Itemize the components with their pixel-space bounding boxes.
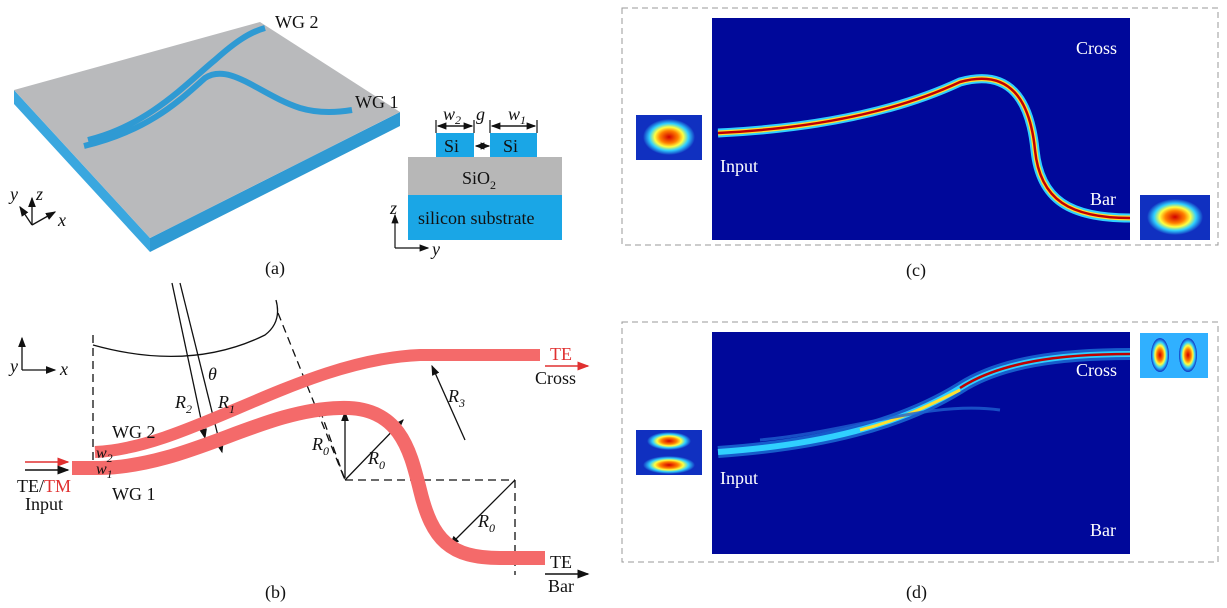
slab-top — [14, 22, 400, 238]
substrate-label: silicon substrate — [418, 208, 534, 228]
axis-y: y — [8, 184, 18, 204]
input-label: Input — [25, 494, 63, 514]
cross-mode: TE — [550, 344, 572, 364]
text: R — [447, 386, 459, 406]
text: w — [508, 104, 520, 124]
bar-label: Bar — [1090, 189, 1116, 209]
text: w — [96, 445, 107, 462]
panel-label: (b) — [265, 582, 286, 603]
bar-mode: TE — [550, 552, 572, 572]
cross-label: Cross — [535, 368, 576, 388]
input-label: Input — [720, 156, 758, 176]
wg1-label: WG 1 — [355, 92, 399, 112]
wg1-label: WG 1 — [112, 484, 156, 504]
subscript: 0 — [323, 444, 329, 458]
r0-label: R0 — [367, 448, 385, 472]
gap-label: g — [476, 104, 485, 124]
subscript: 2 — [107, 451, 113, 465]
panel-label: (c) — [906, 260, 926, 281]
bar-label: Bar — [1090, 520, 1116, 540]
text: R — [174, 392, 186, 412]
mode-spot — [647, 432, 691, 450]
r2-label: R2 — [174, 392, 192, 416]
panel-a: WG 2 WG 1 z y x Si Si SiO2 silicon subst… — [8, 12, 562, 279]
panel-label: (d) — [906, 582, 927, 603]
subscript: 3 — [458, 396, 465, 410]
si-right: Si — [503, 136, 518, 156]
mode-spot — [1179, 338, 1197, 372]
subscript: 2 — [490, 178, 496, 192]
subscript: 1 — [229, 402, 235, 416]
axis-x: x — [59, 359, 68, 379]
r0-label: R0 — [477, 511, 495, 535]
mode-profile — [1140, 333, 1208, 378]
text: R — [367, 448, 379, 468]
axis-y: y — [430, 239, 440, 259]
text: R — [477, 511, 489, 531]
text: SiO — [462, 168, 490, 188]
axis-y: y — [8, 356, 18, 376]
figure: WG 2 WG 1 z y x Si Si SiO2 silicon subst… — [0, 0, 1227, 608]
wg2-label: WG 2 — [112, 422, 156, 442]
text: w — [96, 461, 107, 478]
wg2-label: WG 2 — [275, 12, 319, 32]
text: R — [311, 434, 323, 454]
text: TE/ — [17, 476, 44, 496]
text: TM — [44, 476, 71, 496]
panel-label: (a) — [265, 258, 285, 279]
axis-z: z — [35, 184, 43, 204]
input-label: Input — [720, 468, 758, 488]
subscript: 2 — [186, 402, 192, 416]
cross-label: Cross — [1076, 38, 1117, 58]
mode-spot — [643, 119, 695, 155]
bar-label: Bar — [548, 576, 574, 596]
mode-spot — [643, 456, 695, 474]
text: w — [443, 104, 455, 124]
panel-d: Cross Input Bar (d) — [622, 322, 1218, 603]
panel-b: y x θ R2 R1 R3 R0 R0 R0 WG 2 WG 1 w2 w1 … — [8, 283, 588, 603]
input-mode: TE/TM — [17, 476, 71, 496]
si-left: Si — [444, 136, 459, 156]
theta: θ — [208, 364, 217, 384]
w2-label: w2 — [443, 104, 461, 127]
cross-label: Cross — [1076, 360, 1117, 380]
mode-spot — [1151, 338, 1169, 372]
w1-label: w1 — [508, 104, 526, 127]
panel-c: Cross Input Bar (c) — [622, 8, 1218, 281]
subscript: 0 — [489, 521, 495, 535]
subscript: 1 — [107, 467, 113, 481]
text: R — [217, 392, 229, 412]
mode-spot — [1147, 199, 1203, 235]
r0-label: R0 — [311, 434, 329, 458]
subscript: 2 — [455, 113, 461, 127]
axis-x: x — [57, 210, 66, 230]
axis-z: z — [389, 198, 397, 218]
subscript: 1 — [520, 113, 526, 127]
subscript: 0 — [379, 458, 385, 472]
